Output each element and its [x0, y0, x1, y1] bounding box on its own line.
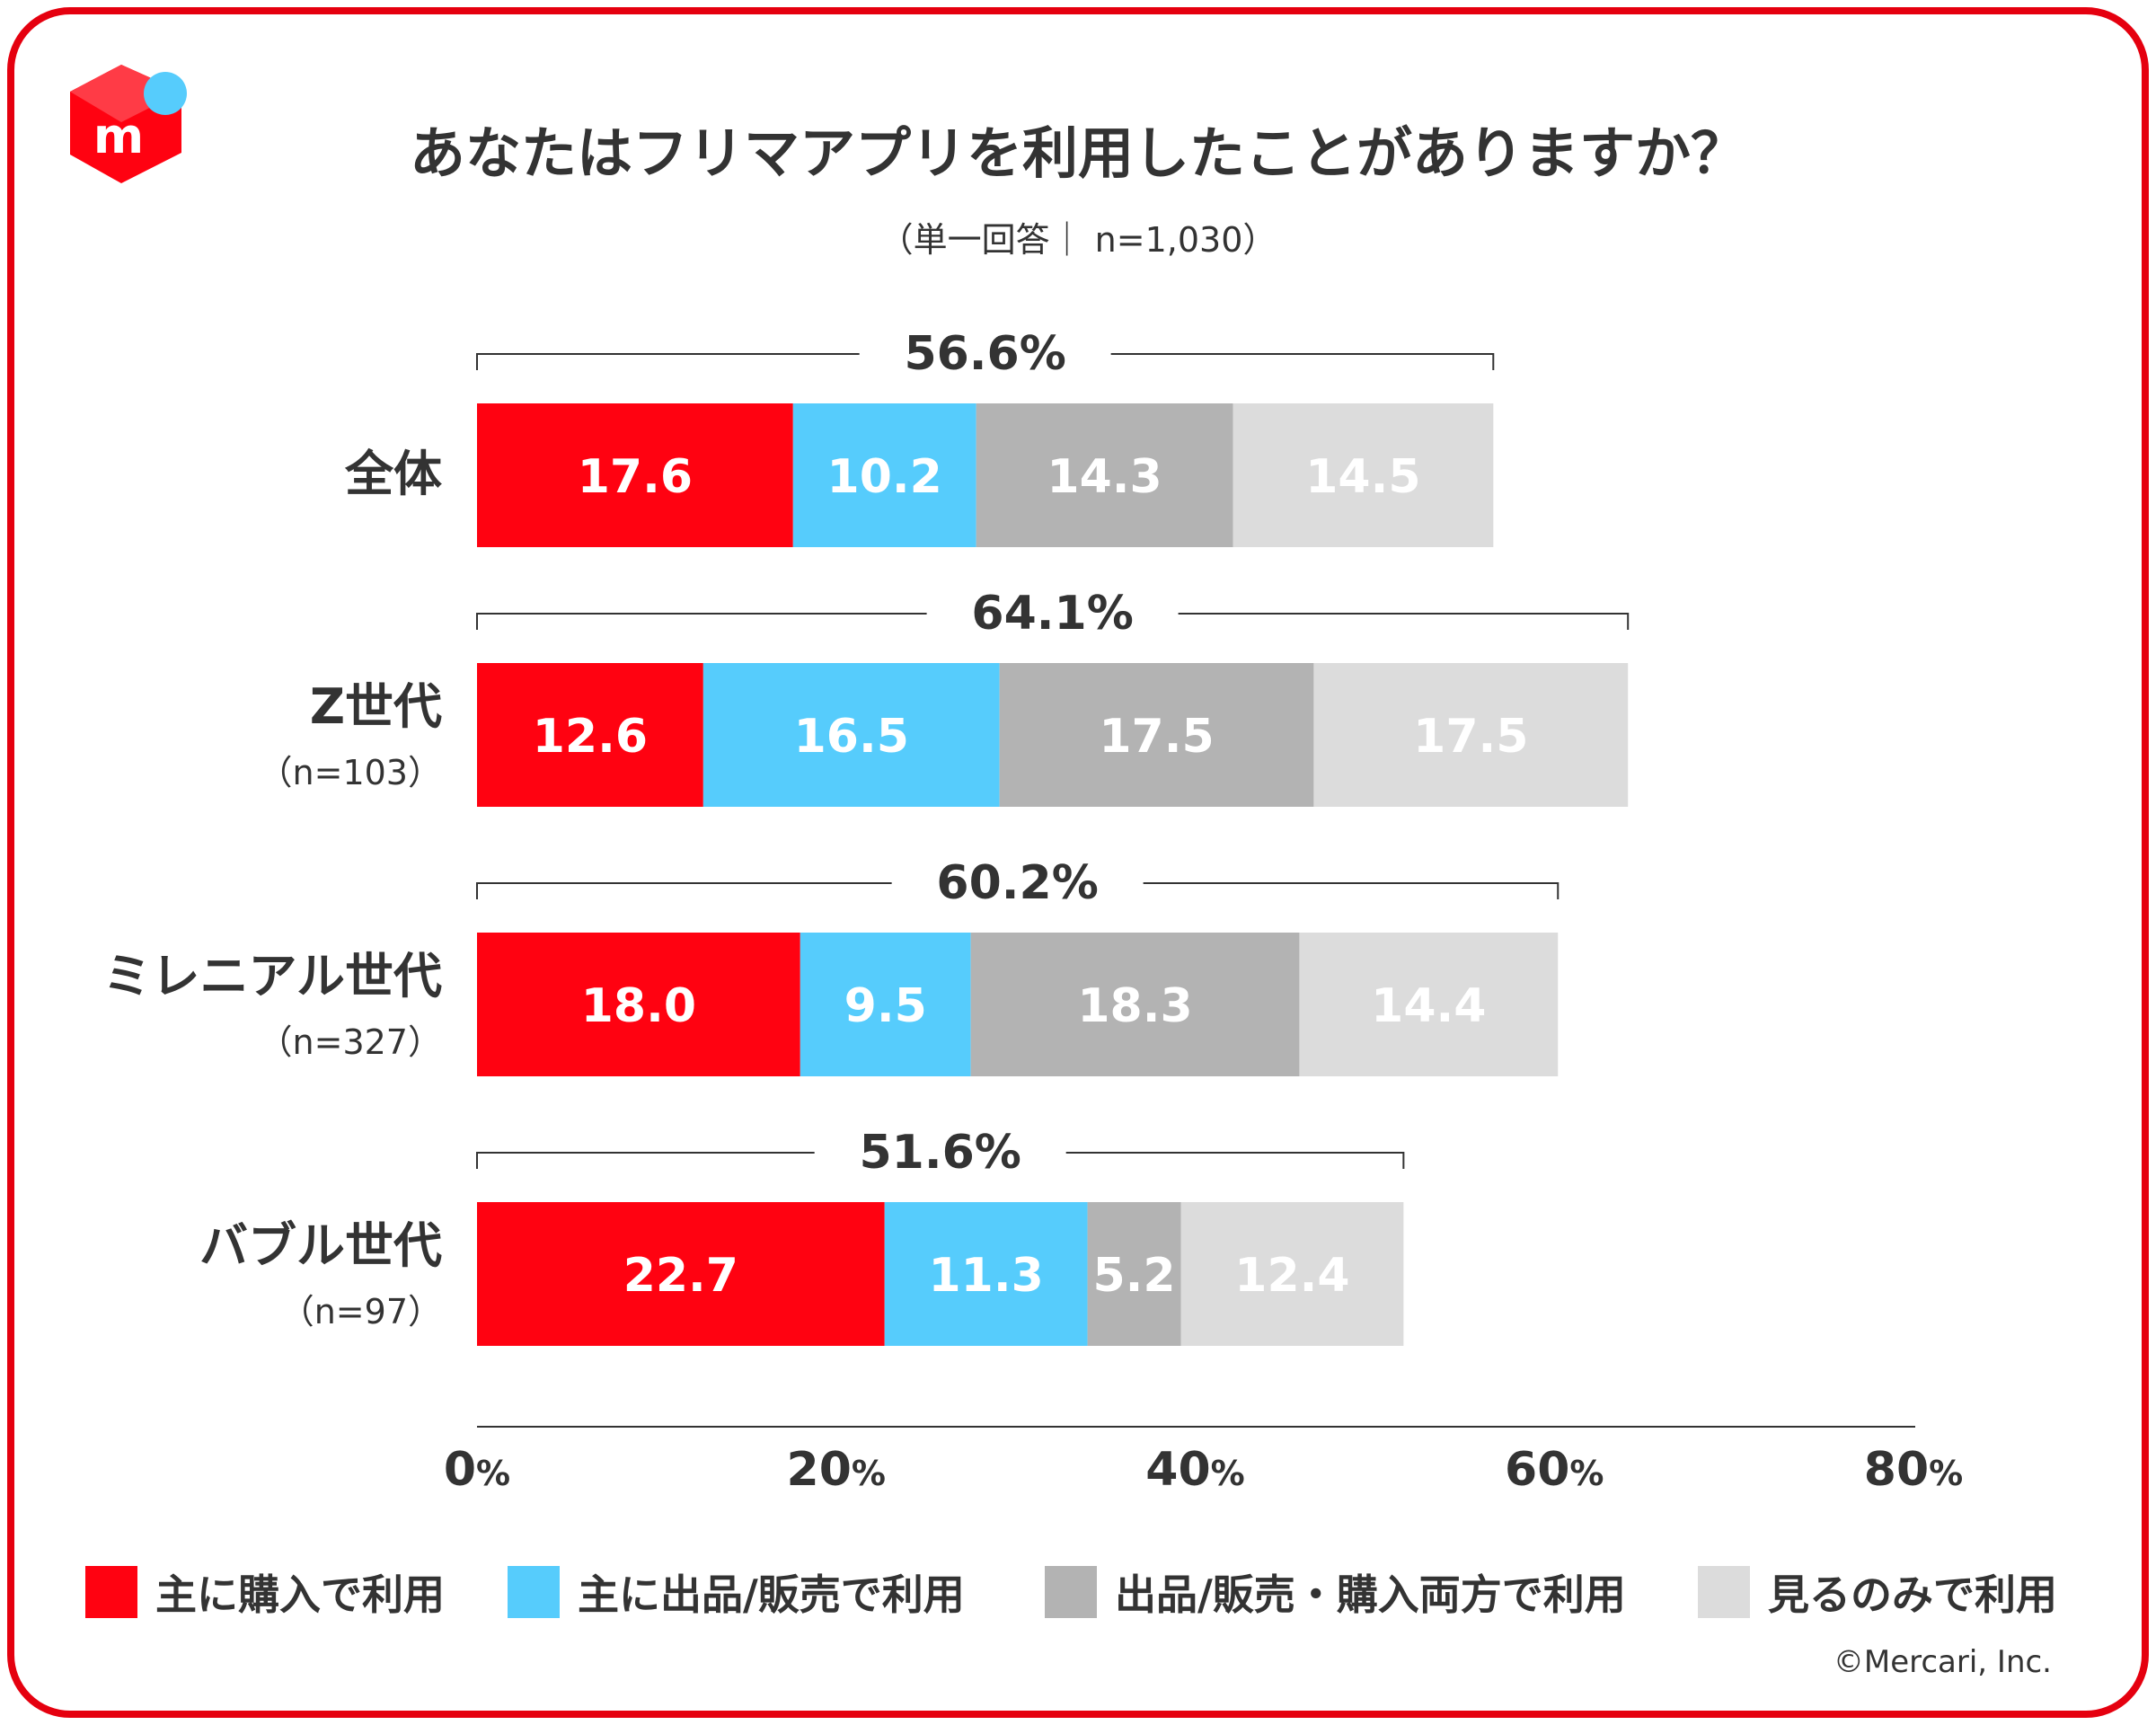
svg-text:m: m [93, 108, 144, 164]
bar-value-label: 17.5 [1413, 710, 1528, 764]
total-label: 51.6% [859, 1126, 1021, 1180]
legend-label: 主に購入で利用 [155, 1570, 445, 1619]
total-bracket [1178, 613, 1630, 630]
category-sample-size: （n=97） [280, 1292, 442, 1331]
bar-segment [1313, 663, 1629, 807]
legend-label: 出品/販売・購入両方で利用 [1115, 1570, 1626, 1619]
bar-value-label: 14.3 [1047, 450, 1162, 504]
legend-swatch [508, 1566, 560, 1618]
bar-value-label: 16.5 [794, 710, 909, 764]
bar-segment [800, 933, 971, 1076]
legend-swatch [85, 1566, 137, 1618]
total-label: 56.6% [904, 327, 1065, 381]
x-tick-label: 40% [1145, 1443, 1244, 1497]
mercari-logo-icon: m [70, 65, 187, 183]
total-label: 64.1% [971, 587, 1133, 641]
x-tick-label: 20% [787, 1443, 886, 1497]
category-label: バブル世代 [199, 1217, 442, 1274]
chart-title: あなたはフリマアプリを利用したことがありますか？ [409, 120, 1746, 186]
bar-segment [1299, 933, 1559, 1076]
total-bracket [1065, 1152, 1405, 1169]
stacked-bar-chart: 17.6 10.2 14.3 14.5 56.6% 全体 12.6 16.5 17.5 17.5 6… [103, 327, 1964, 1497]
bar-segment [999, 663, 1314, 807]
total-bracket [476, 353, 860, 370]
total-bracket [1143, 882, 1560, 899]
legend-swatch [1045, 1566, 1097, 1618]
bar-segment [792, 403, 976, 547]
bar-segment [970, 933, 1300, 1076]
category-label: 全体 [344, 446, 442, 502]
bar-segment [477, 403, 793, 547]
legend-item: 出品/販売・購入両方で利用 [1045, 1565, 1626, 1619]
category-sample-size: （n=103） [259, 753, 442, 792]
category-label: ミレニアル世代 [103, 948, 442, 1004]
legend-label: 見るのみで利用 [1768, 1570, 2057, 1619]
bar-segment [1180, 1202, 1404, 1346]
bar-value-label: 17.6 [578, 450, 693, 504]
category-label: Z世代 [310, 678, 442, 735]
bar-segment [702, 663, 1000, 807]
bar-value-label: 22.7 [623, 1249, 738, 1303]
bar-value-label: 14.5 [1305, 450, 1420, 504]
legend-item: 主に購入で利用 [85, 1565, 445, 1619]
bar-value-label: 5.2 [1092, 1249, 1175, 1303]
bar-segment [477, 933, 800, 1076]
bar-segment [1233, 403, 1494, 547]
total-bracket [476, 613, 927, 630]
bar-segment [884, 1202, 1088, 1346]
bar-segment [1087, 1202, 1181, 1346]
bar-value-label: 18.0 [581, 979, 696, 1033]
bar-segment [976, 403, 1233, 547]
bar-value-label: 11.3 [928, 1249, 1043, 1303]
bar-value-label: 17.5 [1099, 710, 1214, 764]
total-bracket [476, 882, 892, 899]
legend-item: 主に出品/販売で利用 [508, 1565, 965, 1619]
total-bracket [1110, 353, 1495, 370]
card-frame [7, 7, 2149, 1718]
x-tick-label: 80% [1864, 1443, 1963, 1497]
legend: 主に購入で利用 主に出品/販売で利用 出品/販売・購入両方で利用 見るのみで利用 [85, 1565, 2089, 1619]
legend-label: 主に出品/販売で利用 [578, 1570, 965, 1619]
bar-value-label: 14.4 [1371, 979, 1486, 1033]
legend-swatch [1698, 1566, 1750, 1618]
bar-segment [477, 663, 703, 807]
chart-subtitle: （単一回答｜ n=1,030） [879, 220, 1277, 260]
bar-value-label: 10.2 [827, 450, 942, 504]
bar-value-label: 12.6 [533, 710, 648, 764]
x-tick-label: 60% [1505, 1443, 1604, 1497]
bar-value-label: 18.3 [1077, 979, 1192, 1033]
x-tick-label: 0% [444, 1443, 510, 1497]
copyright: ©Mercari, Inc. [1833, 1644, 2052, 1680]
total-label: 60.2% [936, 856, 1098, 910]
category-sample-size: （n=327） [259, 1022, 442, 1062]
legend-item: 見るのみで利用 [1698, 1565, 2057, 1619]
bar-value-label: 9.5 [844, 979, 927, 1033]
total-bracket [476, 1152, 815, 1169]
bar-segment [477, 1202, 885, 1346]
bar-value-label: 12.4 [1234, 1249, 1349, 1303]
